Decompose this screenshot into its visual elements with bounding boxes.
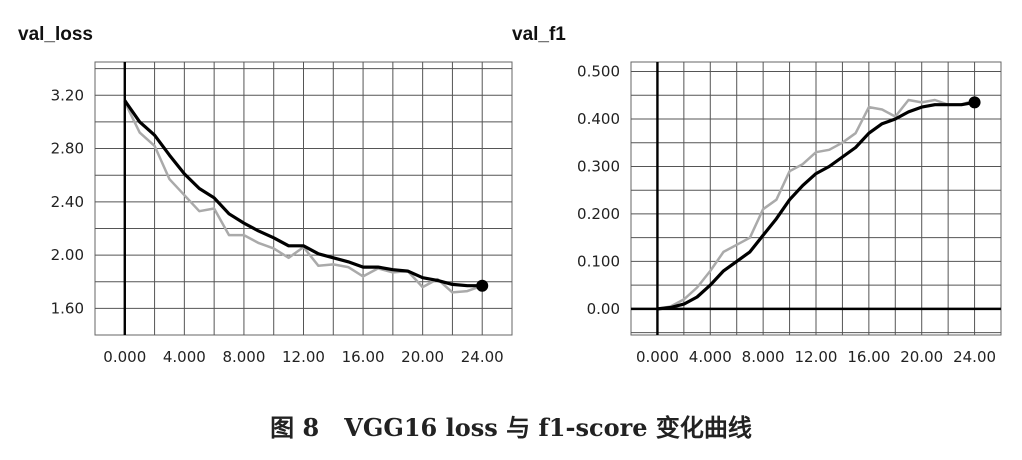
y-tick-label: 0.100 xyxy=(577,252,620,270)
x-tick-label: 4.000 xyxy=(689,348,732,366)
y-tick-label: 3.20 xyxy=(51,86,84,104)
smoothed-series xyxy=(123,99,489,292)
x-tick-label: 20.00 xyxy=(900,348,943,366)
y-tick-label: 1.60 xyxy=(51,299,84,317)
axes xyxy=(631,62,1001,335)
y-tick-label: 2.80 xyxy=(51,140,84,158)
x-tick-label: 0.000 xyxy=(636,348,679,366)
y-tick-label: 0.500 xyxy=(577,62,620,80)
end-point-marker xyxy=(968,96,981,109)
x-tick-labels: 0.000 4.000 8.000 12.00 16.00 20.00 24.00 xyxy=(636,348,996,366)
val-f1-chart: val_f1 0.000 4.000 8.000 12.00 16.00 20.00 24.… xyxy=(512,24,1002,366)
x-tick-label: 16.00 xyxy=(342,348,385,366)
x-tick-label: 4.000 xyxy=(163,348,206,366)
y-tick-labels: 1.60 2.00 2.40 2.80 3.20 xyxy=(51,86,84,317)
val-loss-chart: val_loss 0.000 4.000 8.000 12.00 16.00 20.00 2… xyxy=(18,24,513,366)
chart-title: val_f1 xyxy=(512,24,566,45)
x-tick-label: 12.00 xyxy=(795,348,838,366)
figure-caption: 图 8 VGG16 loss 与 f1-score 变化曲线 xyxy=(270,413,752,442)
x-tick-label: 20.00 xyxy=(401,348,444,366)
y-tick-label: 0.400 xyxy=(577,110,620,128)
x-tick-label: 24.00 xyxy=(461,348,504,366)
x-tick-label: 12.00 xyxy=(282,348,325,366)
y-tick-labels: 0.00 0.100 0.200 0.300 0.400 0.500 xyxy=(577,62,620,317)
raw-series-line xyxy=(657,98,976,311)
y-tick-label: 0.00 xyxy=(587,300,620,318)
end-point-marker xyxy=(476,279,489,292)
smoothed-series xyxy=(657,96,981,311)
x-tick-label: 0.000 xyxy=(103,348,146,366)
raw-series xyxy=(657,98,976,311)
x-tick-label: 8.000 xyxy=(222,348,265,366)
x-tick-label: 8.000 xyxy=(742,348,785,366)
chart-title: val_loss xyxy=(18,24,93,45)
x-tick-label: 16.00 xyxy=(847,348,890,366)
smoothed-series-line xyxy=(123,99,483,288)
grid-lines xyxy=(95,62,512,335)
y-tick-label: 0.300 xyxy=(577,157,620,175)
y-tick-label: 2.40 xyxy=(51,193,84,211)
x-tick-labels: 0.000 4.000 8.000 12.00 16.00 20.00 24.00 xyxy=(103,348,503,366)
smoothed-series-line xyxy=(657,100,975,311)
y-tick-label: 0.200 xyxy=(577,205,620,223)
x-tick-label: 24.00 xyxy=(953,348,996,366)
y-tick-label: 2.00 xyxy=(51,246,84,264)
